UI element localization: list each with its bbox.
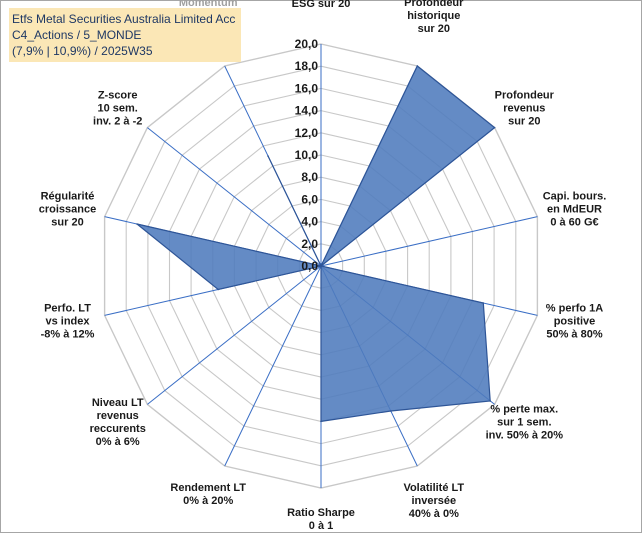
- tick-label: 4,0: [301, 215, 318, 229]
- category-label-line: 0% à 20%: [183, 495, 233, 507]
- category-label-line: 10 sem.: [98, 102, 138, 114]
- category-label-line: Profondeur: [495, 89, 555, 101]
- radar-axis-spoke: [147, 265, 322, 405]
- category-label-line: Z-score: [98, 89, 138, 101]
- category-label-line: sur 20: [508, 115, 540, 127]
- category-label-line: Ratio Sharpe: [287, 507, 355, 519]
- series-point: [217, 288, 219, 291]
- tick-label: 2,0: [301, 237, 318, 251]
- category-label: NoteESG sur 20: [292, 0, 351, 10]
- series-point: [390, 410, 392, 412]
- category-label-line: Capi. bours.: [543, 190, 607, 202]
- tick-label: 10,0: [295, 148, 319, 162]
- category-label-line: vs index: [45, 316, 90, 328]
- category-label-line: ESG sur 20: [292, 0, 351, 10]
- category-label-line: historique: [407, 10, 460, 22]
- category-label-line: inv. 2 à -2: [93, 115, 142, 127]
- category-label-line: 40% à 0%: [409, 508, 459, 520]
- tick-label: 8,0: [301, 170, 318, 184]
- category-label-line: Perfo. LT: [44, 303, 91, 315]
- category-label: Rendement LT0% à 20%: [170, 482, 246, 507]
- category-label-line: 0 à 60 G€: [550, 216, 598, 228]
- radial-tick-labels: 0,0 2,0 4,0 6,0 8,0 10,0 12,0 14,0 16,0 18,0 20,0: [295, 37, 319, 273]
- category-label-line: 0% à 6%: [96, 436, 140, 448]
- radar-axis-spoke: [147, 127, 322, 267]
- category-label-line: -8% à 12%: [41, 329, 95, 341]
- title-line-2: C4_Actions / 5_MONDE: [12, 28, 142, 42]
- series-point: [416, 65, 419, 67]
- category-label-line: positive: [554, 316, 596, 328]
- category-label-line: 0 à 1: [309, 520, 333, 532]
- tick-label: 14,0: [295, 104, 319, 118]
- category-label-line: Profondeur: [404, 0, 464, 9]
- series-point: [489, 400, 492, 402]
- category-label-line: revenus: [503, 102, 545, 114]
- category-label-line: % perte max.: [490, 404, 558, 416]
- series-point: [493, 126, 496, 129]
- tick-label: 20,0: [295, 37, 319, 51]
- radar-axis-spoke: [320, 216, 538, 267]
- radar-axis-spoke: [224, 265, 322, 467]
- series-point: [267, 155, 269, 157]
- category-label-line: Volatilité LT: [403, 482, 464, 494]
- tick-label: 16,0: [295, 81, 319, 95]
- tick-label: 0,0: [301, 259, 318, 273]
- category-label-line: Rendement LT: [170, 482, 246, 494]
- series-point: [482, 302, 485, 304]
- title-line-1: Etfs Metal Securities Australia Limited …: [12, 12, 236, 26]
- series-point: [320, 265, 322, 267]
- series-point: [136, 223, 138, 225]
- category-label-line: revenus: [97, 410, 139, 422]
- category-label-line: sur 1 sem.: [497, 417, 551, 429]
- radar-series: [136, 65, 496, 423]
- category-label-line: reccurents: [90, 423, 146, 435]
- category-label-line: % perfo 1A: [546, 303, 604, 315]
- category-label-line: Régularité: [41, 190, 95, 202]
- category-label-line: Momentum: [179, 0, 238, 9]
- series-area: [136, 65, 496, 423]
- series-point: [320, 420, 322, 423]
- category-label-line: inversée: [411, 495, 456, 507]
- category-label-line: en MdEUR: [547, 203, 602, 215]
- category-label-line: croissance: [39, 203, 96, 215]
- title-line-3: (7,9% | 10,9%) / 2025W35: [12, 44, 153, 58]
- category-label: % perte max.sur 1 sem.inv. 50% à 20%: [486, 404, 564, 442]
- category-label-line: sur 20: [418, 23, 450, 35]
- tick-label: 12,0: [295, 126, 319, 140]
- chart-title-box: Etfs Metal Securities Australia Limited …: [9, 8, 241, 62]
- category-label-line: Niveau LT: [92, 397, 144, 409]
- tick-label: 6,0: [301, 192, 318, 206]
- category-label-line: inv. 50% à 20%: [486, 430, 564, 442]
- tick-label: 18,0: [295, 59, 319, 73]
- category-label-line: sur 20: [51, 216, 83, 228]
- category-label-line: 50% à 80%: [546, 329, 602, 341]
